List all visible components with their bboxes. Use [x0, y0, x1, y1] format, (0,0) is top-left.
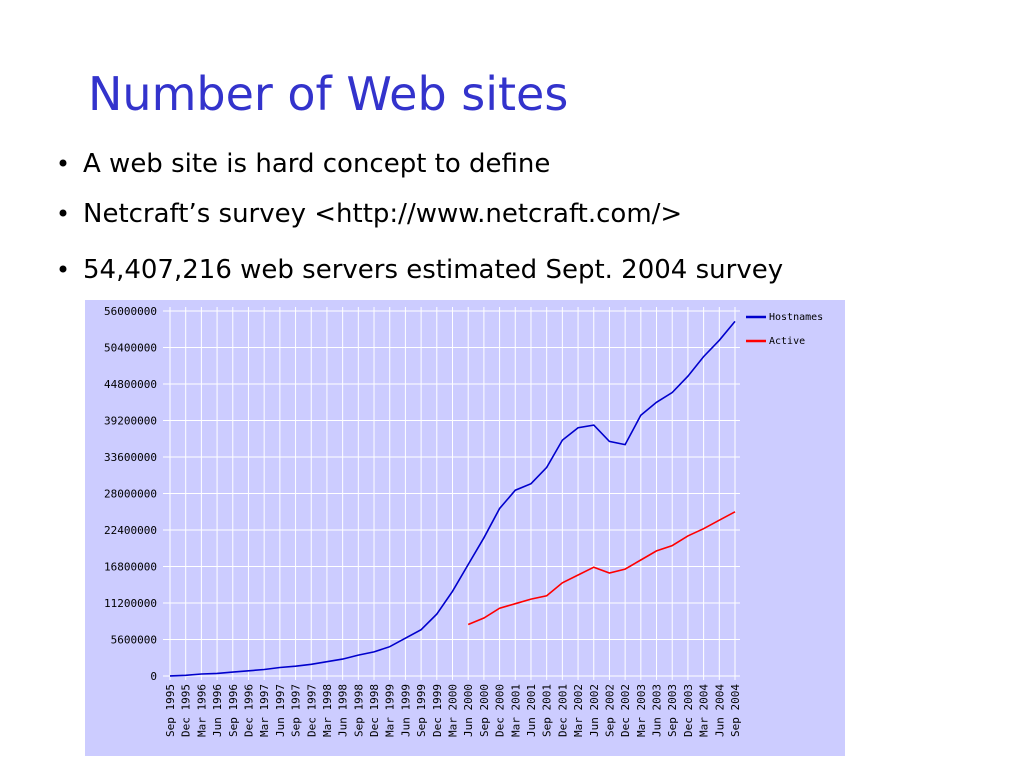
x-tick-label: Mar 1998: [321, 684, 334, 737]
x-tick-label: Jun 1999: [399, 684, 412, 737]
chart: Sep 1995 Dec 1995 Mar 1996 Jun 1996 Sep 1996…: [104, 305, 823, 737]
y-tick-label: 56000000: [104, 305, 157, 318]
y-tick-label: 50400000: [104, 342, 157, 355]
x-tick-label: Dec 2003: [682, 684, 695, 737]
x-tick-label: Sep 1995: [164, 684, 177, 737]
bullet-text: A web site is hard concept to define: [83, 149, 550, 179]
x-tick-label: Jun 2003: [651, 684, 664, 737]
x-tick-label: Sep 1999: [415, 684, 428, 737]
y-tick-label: 5600000: [111, 634, 157, 647]
bullet-list: A web site is hard concept to define Netc…: [59, 149, 783, 285]
slide-title: Number of Web sites: [88, 67, 568, 121]
x-tick-label: Dec 2000: [494, 684, 507, 737]
x-tick-label: Mar 2004: [698, 684, 711, 737]
x-tick-label: Mar 2001: [509, 684, 522, 737]
x-tick-label: Dec 1998: [368, 684, 381, 737]
x-tick-label: Dec 1997: [305, 684, 318, 737]
x-tick-label: Jun 2001: [525, 684, 538, 737]
x-tick-label: Sep 2002: [603, 684, 616, 737]
y-tick-label: 28000000: [104, 488, 157, 501]
x-tick-label: Dec 1995: [180, 684, 193, 737]
legend-label: Hostnames: [769, 312, 823, 323]
legend-label: Active: [769, 336, 805, 347]
x-tick-label: Mar 1996: [195, 684, 208, 737]
x-tick-label: Dec 2001: [556, 684, 569, 737]
series-line: [467, 511, 736, 626]
bullet-dot: [59, 265, 67, 273]
x-tick-label: Mar 1997: [258, 684, 271, 737]
x-tick-label: Sep 2003: [666, 684, 679, 737]
x-tick-label: Jun 1996: [211, 684, 224, 737]
y-tick-label: 11200000: [104, 597, 157, 610]
x-tick-label: Mar 2002: [572, 684, 585, 737]
series-line: [169, 320, 736, 677]
y-tick-label: 16800000: [104, 561, 157, 574]
x-tick-label: Sep 2004: [729, 684, 742, 737]
x-tick-label: Sep 1998: [352, 684, 365, 737]
bullet-dot: [59, 209, 67, 217]
y-tick-label: 44800000: [104, 378, 157, 391]
x-tick-label: Jun 2000: [462, 684, 475, 737]
x-tick-label: Mar 2003: [635, 684, 648, 737]
x-tick-label: Jun 1997: [274, 684, 287, 737]
x-tick-label: Sep 2000: [478, 684, 491, 737]
x-tick-label: Jun 2002: [588, 684, 601, 737]
x-tick-label: Dec 1996: [242, 684, 255, 737]
x-tick-label: Dec 2002: [619, 684, 632, 737]
x-tick-label: Jun 2004: [713, 684, 726, 737]
x-tick-label: Sep 1996: [227, 684, 240, 737]
x-tick-label: Mar 2000: [447, 684, 460, 737]
bullet-dot: [59, 159, 67, 167]
bullet-text: Netcraft’s survey <http://www.netcraft.c…: [83, 199, 682, 229]
y-tick-label: 33600000: [104, 451, 157, 464]
x-tick-label: Sep 2001: [541, 684, 554, 737]
bullet-text: 54,407,216 web servers estimated Sept. 2…: [83, 255, 783, 285]
y-tick-label: 22400000: [104, 524, 157, 537]
x-tick-label: Mar 1999: [384, 684, 397, 737]
x-tick-label: Jun 1998: [337, 684, 350, 737]
x-tick-label: Sep 1997: [290, 684, 303, 737]
x-tick-label: Dec 1999: [431, 684, 444, 737]
y-tick-label: 0: [150, 670, 157, 683]
y-tick-label: 39200000: [104, 415, 157, 428]
